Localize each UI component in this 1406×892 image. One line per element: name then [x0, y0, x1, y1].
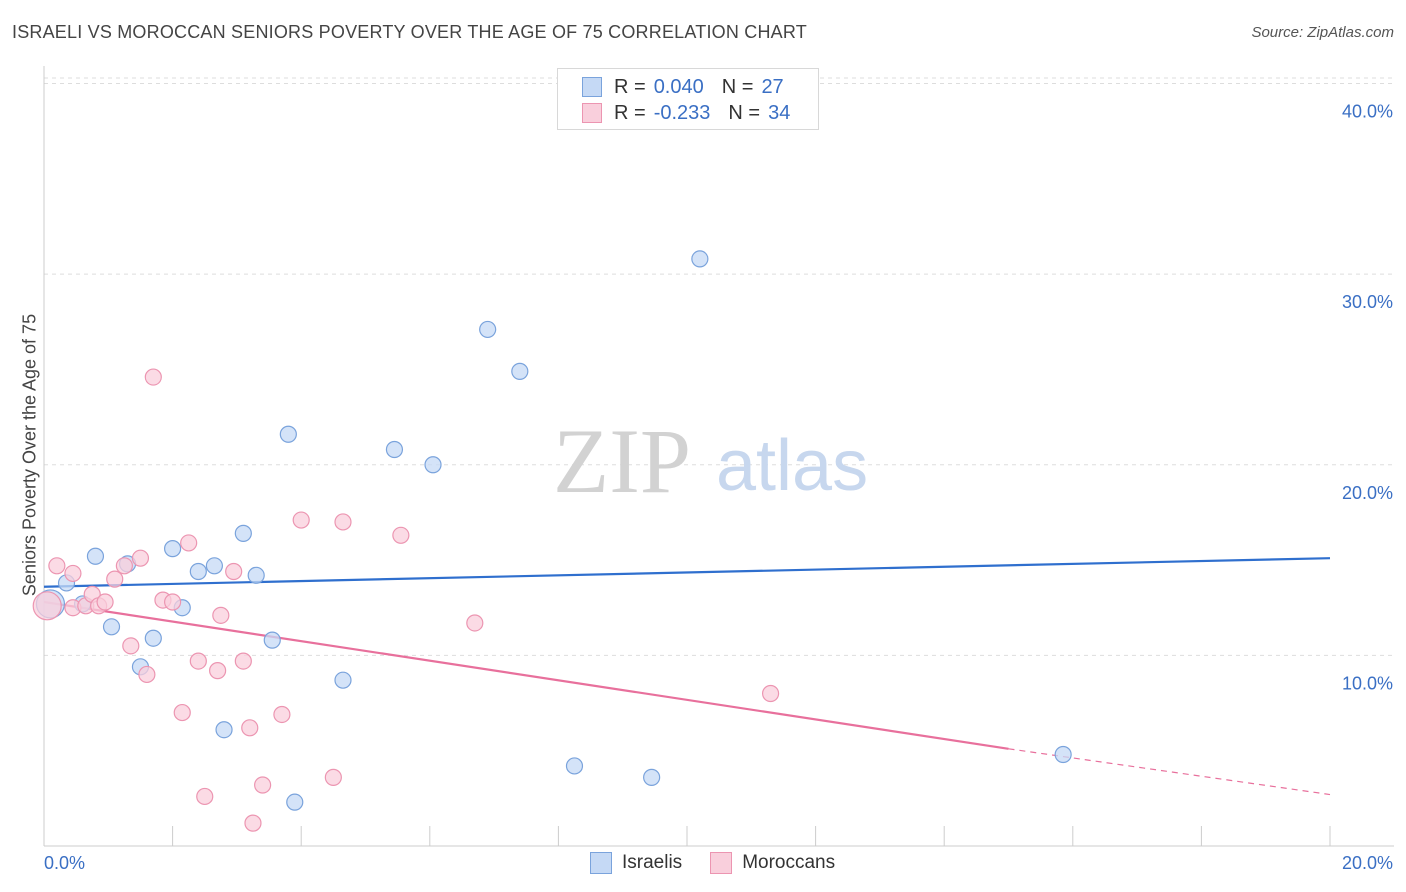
israelis-point — [234, 524, 252, 542]
r-label: R = — [614, 101, 646, 124]
series-legend: Israelis Moroccans — [590, 852, 863, 874]
data-points — [32, 250, 1072, 832]
axes — [43, 66, 1394, 847]
israelis-point — [691, 250, 709, 268]
chart-title: ISRAELI VS MOROCCAN SENIORS POVERTY OVER… — [12, 22, 807, 42]
grid-lines — [44, 77, 1394, 656]
n-value: 34 — [768, 101, 791, 124]
moroccans-point — [173, 703, 191, 722]
israelis-point — [215, 721, 233, 739]
y-tick-label: 30.0% — [1342, 292, 1393, 312]
moroccans-point — [138, 665, 156, 684]
israelis-point — [279, 425, 297, 443]
moroccans-point — [244, 814, 262, 832]
israelis-point — [144, 629, 162, 647]
y-tick-label: 40.0% — [1342, 102, 1393, 122]
legend-item-israelis: Israelis — [590, 852, 682, 874]
legend-row-moroccans: R = -0.233 N = 34 — [582, 100, 790, 126]
moroccans-point — [225, 562, 243, 581]
trend-lines — [43, 557, 1331, 796]
watermark-atlas: atlas — [716, 426, 868, 506]
israelis-point — [286, 793, 304, 811]
x-tick-label: 0.0% — [44, 853, 85, 873]
n-label: N = — [721, 75, 754, 98]
moroccans-point — [131, 549, 150, 567]
moroccans-point — [32, 591, 62, 621]
moroccans-point — [144, 368, 162, 386]
r-label: R = — [614, 75, 646, 98]
israelis-point — [565, 757, 584, 775]
moroccans-point — [48, 557, 66, 575]
n-value: 27 — [761, 75, 784, 98]
israelis-point — [643, 768, 661, 786]
moroccans-point — [209, 662, 227, 680]
israelis-point — [479, 320, 497, 339]
moroccans-point — [189, 652, 207, 670]
moroccans-point — [106, 570, 124, 588]
israelis-point — [102, 618, 121, 636]
israelis-point — [1054, 745, 1072, 764]
legend-label: Moroccans — [742, 852, 836, 873]
legend-row-israelis: R = 0.040 N = 27 — [582, 74, 784, 100]
tick-labels: 10.0% 20.0% 30.0% 40.0% 0.0% 20.0% — [44, 102, 1393, 873]
moroccans-point — [324, 768, 342, 786]
moroccans-point — [234, 652, 252, 670]
moroccans-point — [334, 513, 352, 531]
source-label: Source: ZipAtlas.com — [1251, 24, 1394, 41]
correlation-legend: R = 0.040 N = 27 R = -0.233 N = 34 — [557, 68, 819, 130]
moroccans-point — [761, 684, 780, 703]
moroccans-point — [64, 564, 82, 583]
israelis-point — [334, 671, 352, 689]
moroccans-point — [241, 719, 259, 737]
moroccans-swatch — [710, 852, 733, 874]
legend-label: Israelis — [622, 852, 683, 873]
r-value: -0.233 — [653, 101, 711, 124]
n-label: N = — [728, 101, 761, 124]
moroccans-point — [273, 705, 291, 724]
moroccans-point — [122, 637, 140, 655]
moroccans-point — [292, 511, 310, 529]
moroccans-point — [180, 534, 198, 552]
moroccans-trend-line — [43, 600, 1009, 750]
watermark: ZIP atlas — [553, 410, 868, 512]
israelis-point — [424, 456, 442, 474]
israelis-point — [164, 540, 182, 558]
y-tick-label: 10.0% — [1342, 673, 1393, 693]
israelis-swatch — [590, 852, 612, 874]
israelis-point — [385, 440, 404, 459]
moroccans-point — [96, 593, 114, 611]
israelis-swatch — [582, 77, 602, 97]
moroccans-point — [212, 606, 230, 624]
moroccans-point — [466, 614, 484, 632]
watermark-zip: ZIP — [553, 410, 691, 512]
moroccans-point — [254, 776, 272, 794]
moroccans-point — [392, 526, 410, 544]
moroccans-point — [196, 787, 214, 806]
legend-item-moroccans: Moroccans — [710, 852, 835, 874]
israelis-point — [511, 362, 529, 380]
y-axis-label: Seniors Poverty Over the Age of 75 — [19, 313, 40, 597]
moroccans-swatch — [582, 103, 602, 123]
israelis-point — [247, 566, 265, 584]
israelis-point — [263, 631, 281, 649]
moroccans-point — [164, 593, 182, 611]
moroccans-point — [115, 557, 133, 575]
r-value: 0.040 — [653, 75, 704, 98]
israelis-point — [86, 547, 105, 565]
israelis-point — [189, 562, 207, 581]
israelis-point — [205, 557, 223, 575]
x-tick-label: 20.0% — [1342, 853, 1393, 873]
y-tick-label: 20.0% — [1342, 483, 1393, 503]
